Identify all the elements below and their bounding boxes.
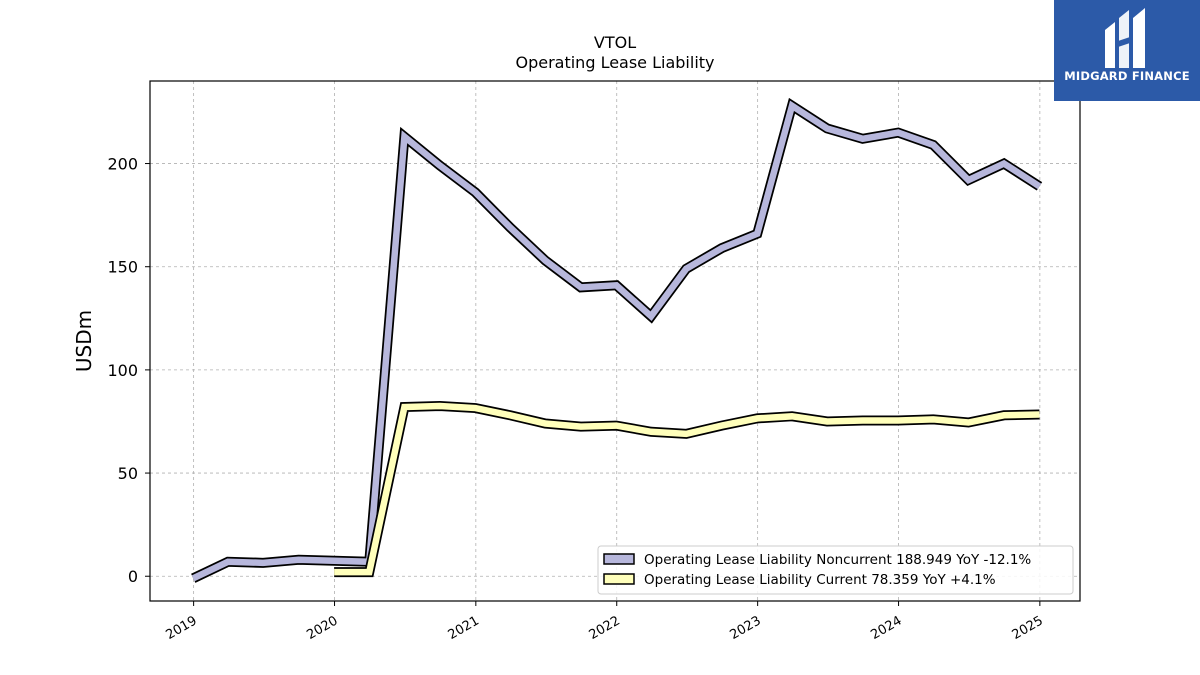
x-axis: 2019 2020 2021 2022 2023 2024 2025 (163, 601, 1046, 643)
plot-frame (149, 80, 1081, 602)
series-line-current (334, 402, 1040, 576)
y-tick-label: 0 (128, 567, 138, 586)
logo-mark-icon (1105, 8, 1145, 68)
grid (150, 81, 1080, 601)
legend-box (597, 545, 1074, 595)
legend-swatch (603, 553, 635, 565)
x-tick-label: 2020 (304, 613, 340, 643)
y-axis-label: USDm (72, 310, 96, 372)
series-line-noncurrent (191, 100, 1042, 582)
x-tick-label: 2019 (163, 613, 199, 643)
y-tick-label: 200 (107, 155, 138, 174)
y-axis: 0 50 100 150 200 (107, 155, 150, 586)
y-tick-label: 100 (107, 361, 138, 380)
legend: Operating Lease Liability Noncurrent 188… (597, 545, 1074, 595)
y-tick-label: 50 (118, 464, 138, 483)
logo-text: MIDGARD FINANCE (1064, 69, 1190, 83)
chart-subtitle: Operating Lease Liability (515, 53, 714, 72)
series-lines (191, 97, 1043, 583)
y-tick-label: 150 (107, 258, 138, 277)
x-tick-label: 2024 (868, 613, 904, 643)
x-tick-label: 2025 (1010, 613, 1046, 643)
legend-swatch (603, 573, 635, 585)
x-tick-label: 2021 (446, 613, 482, 643)
x-tick-label: 2023 (727, 613, 763, 643)
legend-entry: Operating Lease Liability Current 78.359… (644, 572, 996, 588)
brand-logo: MIDGARD FINANCE (1054, 0, 1200, 101)
x-tick-label: 2022 (587, 613, 623, 643)
legend-entry: Operating Lease Liability Noncurrent 188… (644, 552, 1031, 568)
chart-title: VTOL (594, 33, 636, 52)
